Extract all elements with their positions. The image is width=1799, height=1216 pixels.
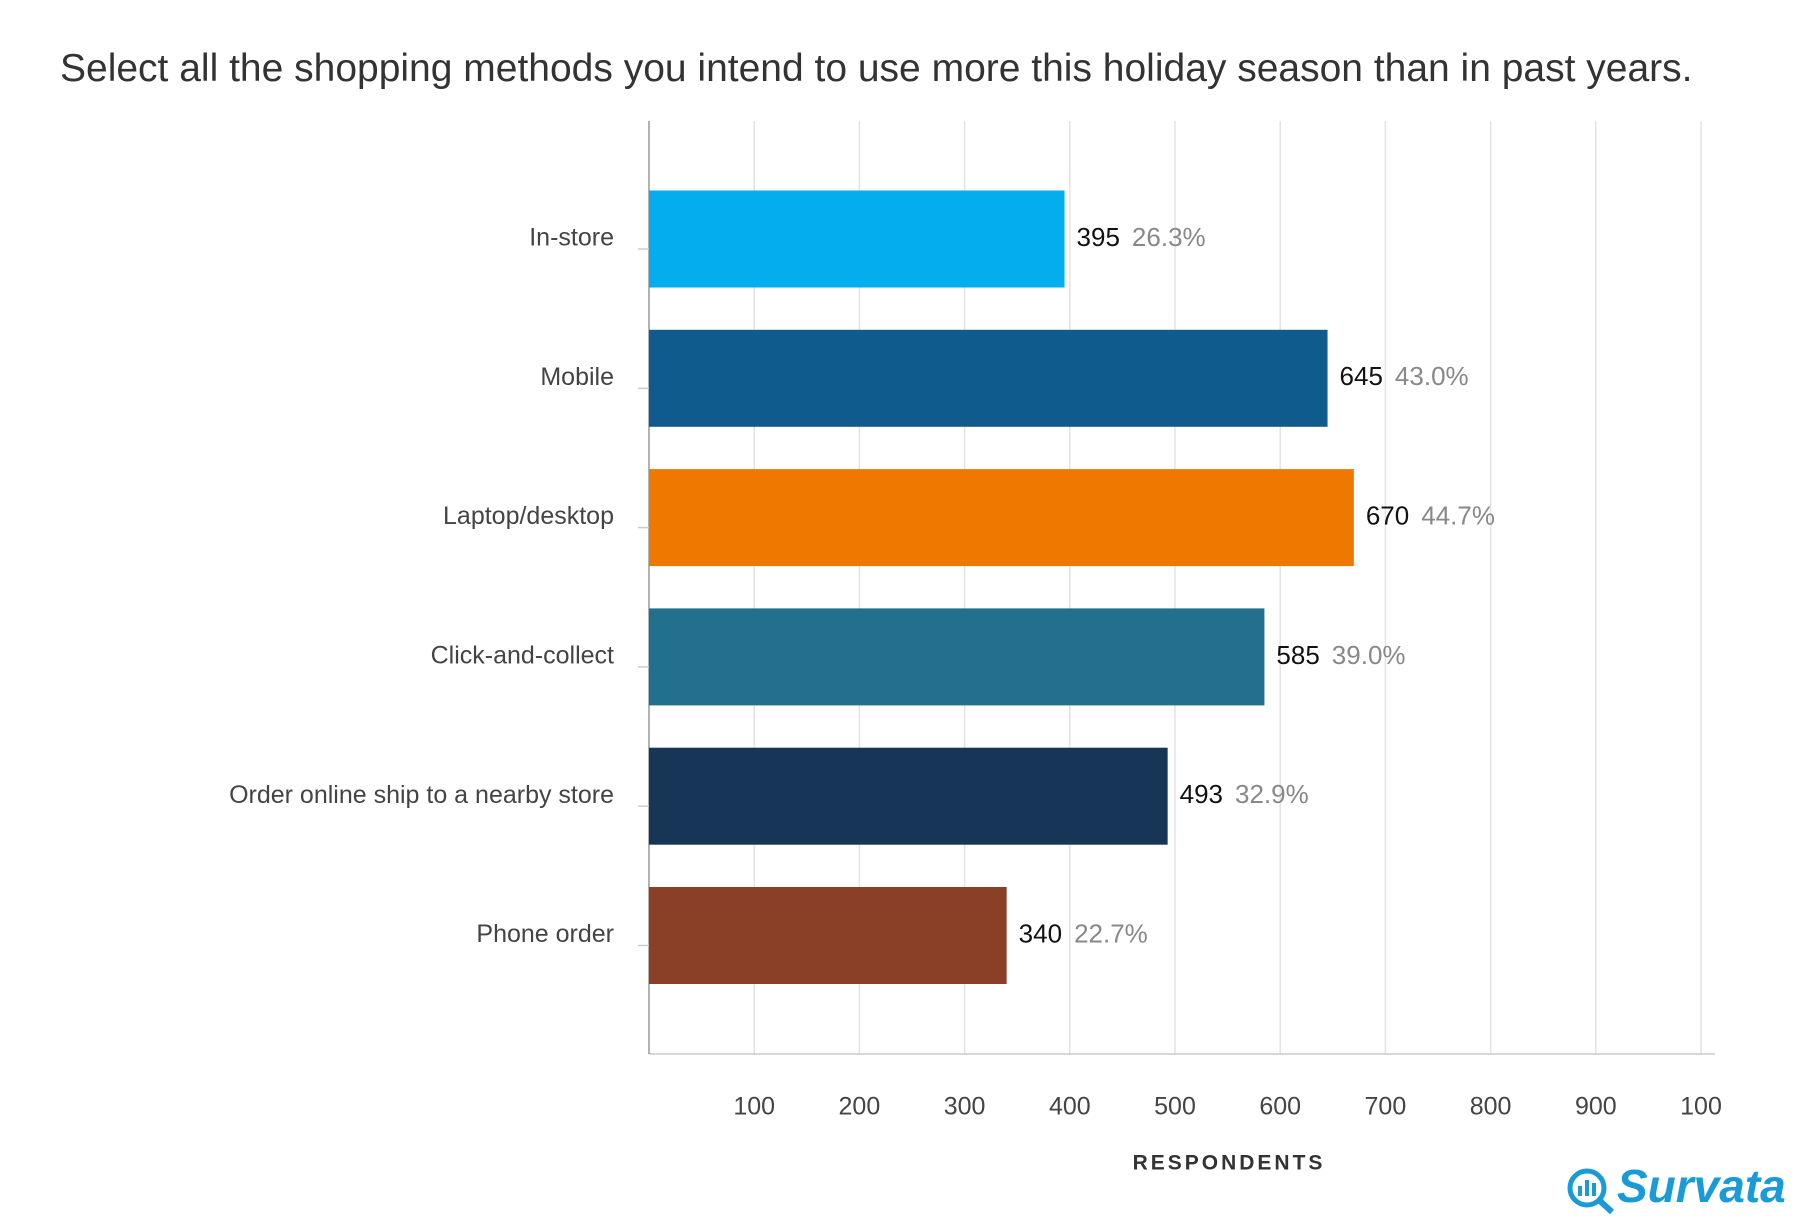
share-label: 32.9%	[1235, 779, 1309, 809]
x-tick-label: 400	[1049, 1093, 1091, 1121]
x-axis-title: RESPONDENTS	[1133, 1152, 1326, 1175]
x-tick-label: 100	[1680, 1093, 1722, 1121]
bar	[649, 747, 1168, 845]
value-label: 670	[1366, 500, 1409, 530]
bar	[649, 329, 1328, 427]
x-tick-label: 200	[839, 1093, 881, 1121]
bar	[649, 190, 1065, 288]
y-tick-label: In-store	[529, 224, 614, 252]
value-label: 493	[1180, 779, 1223, 809]
x-tick-label: 500	[1154, 1093, 1196, 1121]
y-tick-label: Order online ship to a nearby store	[229, 781, 614, 809]
y-tick-label: Phone order	[476, 920, 614, 948]
bar	[649, 608, 1265, 706]
y-tick-label: Laptop/desktop	[443, 502, 614, 530]
x-tick-label: 100	[733, 1093, 775, 1121]
share-label: 22.7%	[1074, 918, 1148, 948]
x-tick-label: 800	[1470, 1093, 1512, 1121]
share-label: 26.3%	[1132, 222, 1206, 252]
bar	[649, 887, 1007, 984]
x-tick-label: 900	[1575, 1093, 1617, 1121]
logo-icon	[1567, 1168, 1615, 1215]
share-label: 39.0%	[1332, 640, 1406, 670]
value-label: 645	[1340, 361, 1383, 391]
share-label: 43.0%	[1395, 361, 1469, 391]
chart-title: Select all the shopping methods you inte…	[60, 47, 1693, 90]
value-label: 585	[1276, 640, 1319, 670]
x-tick-label: 300	[944, 1093, 986, 1121]
value-label: 340	[1019, 918, 1062, 948]
x-tick-label: 700	[1365, 1093, 1407, 1121]
logo-text: Survata	[1617, 1160, 1786, 1212]
bar	[649, 469, 1354, 567]
value-label: 395	[1077, 222, 1120, 252]
y-tick-label: Click-and-collect	[431, 642, 614, 670]
share-label: 44.7%	[1421, 500, 1495, 530]
y-tick-label: Mobile	[540, 363, 614, 391]
x-tick-label: 600	[1259, 1093, 1301, 1121]
